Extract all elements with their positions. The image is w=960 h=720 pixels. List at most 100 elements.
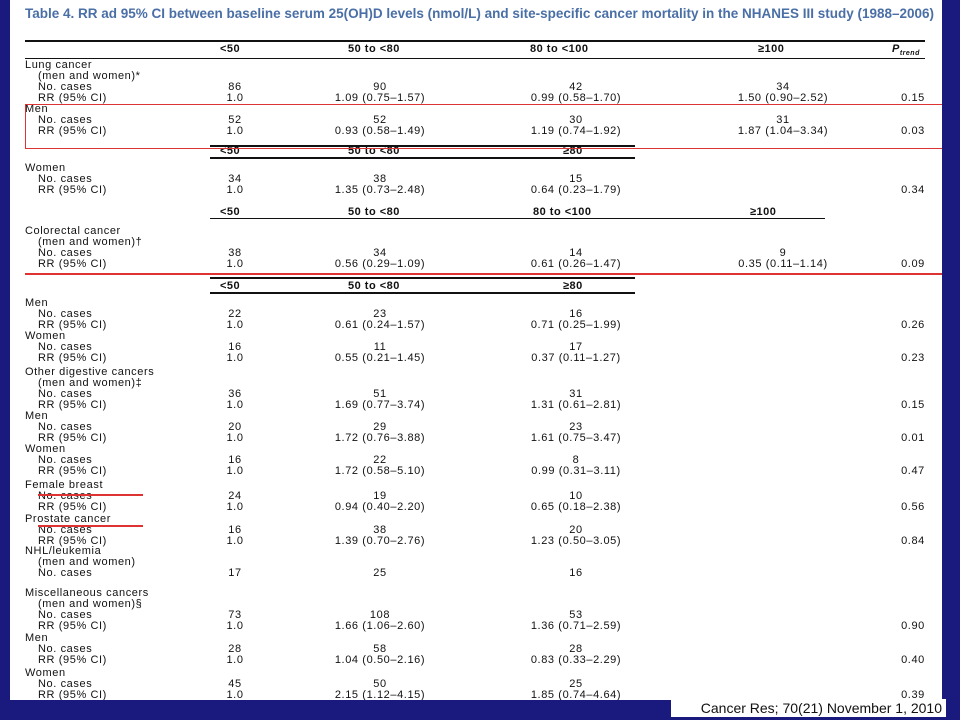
table-title: Table 4. RR ad 95% CI between baseline s… [25,6,935,21]
table-cell: 28 [569,643,583,655]
table-cell: 16 [228,454,242,466]
row-label: No. cases [38,114,93,126]
table-cell: 1.0 [226,319,244,331]
table-cell: 19 [373,490,387,502]
row-label: Men [25,410,49,422]
col-header-ptrend: Ptrend [892,43,920,58]
table-cell: 0.99 (0.31–3.11) [531,465,621,477]
table-page: Table 4. RR ad 95% CI between baseline s… [10,0,942,585]
p-trend-cell: 0.34 [901,184,925,196]
row-label: (men and women)* [38,70,141,82]
table-cell: 1.0 [226,654,244,666]
row-label: Women [25,162,66,174]
table-cell: 16 [569,308,583,320]
p-trend-cell: 0.56 [901,501,925,513]
table-cell: 1.0 [226,620,244,632]
table-cell: 1.61 (0.75–3.47) [530,432,622,444]
col-header-lt50: <50 [220,43,241,55]
row-label: RR (95% CI) [38,689,107,700]
header-bottom-rule [25,58,925,59]
table-cell: 24 [228,490,242,502]
table-cell: 1.66 (1.06–2.60) [334,620,426,632]
row-label: RR (95% CI) [38,432,107,444]
table-cell: 0.64 (0.23–1.79) [530,184,622,196]
table-cell: 34 [228,173,242,185]
table-cell: 29 [373,421,387,433]
table-cell: 17 [569,341,583,353]
table-cell: 0.61 (0.24–1.57) [334,319,426,331]
row-label: No. cases [38,308,93,320]
table-cell: 16 [569,567,583,579]
table-cell: 10 [569,490,583,502]
table-cell: 0.37 (0.11–1.27) [531,352,621,364]
p-trend-cell: 0.40 [901,654,925,666]
table-cell: 31 [776,114,790,126]
row-label: Colorectal cancer [25,225,121,237]
row-label: Men [25,632,49,644]
row-label: RR (95% CI) [38,465,107,477]
table-cell: 28 [228,643,242,655]
table-cell: 17 [228,567,242,579]
row-label: RR (95% CI) [38,535,107,547]
red-highlight-box [25,104,942,149]
table-cell: 20 [569,524,583,536]
table-cell: 30 [569,114,583,126]
table-cell: 38 [373,173,387,185]
table-cell: 108 [369,609,391,621]
row-label: Women [25,443,66,455]
table-cell: 0.71 (0.25–1.99) [530,319,622,331]
table-cell: 38 [373,524,387,536]
p-trend-cell: 0.09 [901,258,925,270]
row-label: (men and women)§ [38,598,143,610]
p-trend-cell: 0.23 [901,352,925,364]
row-label: Female breast [25,479,104,491]
row-label: No. cases [38,454,93,466]
p-trend-cell: 0.26 [901,319,925,331]
table-cell: 34 [776,81,790,93]
row-label: No. cases [38,567,93,579]
table-cell: 22 [373,454,387,466]
row-label: No. cases [38,643,93,655]
row-label: RR (95% CI) [38,620,107,632]
table-cell: 25 [569,678,583,690]
col-header-50-80: 50 to <80 [348,43,400,55]
table-cell: 1.0 [226,399,244,411]
row-label: RR (95% CI) [38,125,107,137]
row-label: RR (95% CI) [38,92,107,104]
row-label: Women [25,667,66,679]
row-label: Prostate cancer [25,513,112,525]
table-cell: 1.31 (0.61–2.81) [530,399,622,411]
p-trend-cell: 0.39 [901,689,925,700]
table-cell: 0.99 (0.58–1.70) [530,92,622,104]
table-cell: 1.50 (0.90–2.52) [737,92,829,104]
p-trend-cell: 0.47 [901,465,925,477]
row-label: No. cases [38,388,93,400]
p-trend-cell: 0.90 [901,620,925,632]
table-cell: 1.0 [226,501,244,513]
row-label: No. cases [38,609,93,621]
table-cell: 1.72 (0.76–3.88) [334,432,426,444]
row-label: Other digestive cancers [25,366,155,378]
table-cell: 1.0 [226,125,244,137]
table-cell: 0.93 (0.58–1.49) [334,125,426,137]
table-cell: 31 [569,388,583,400]
table-cell: 1.36 (0.71–2.59) [530,620,622,632]
table-cell: 45 [228,678,242,690]
table-cell: 8 [572,454,580,466]
row-label: No. cases [38,421,93,433]
p-trend-cell: 0.84 [901,535,925,547]
row-label: Men [25,297,49,309]
table-cell: 16 [228,341,242,353]
p-trend-cell: 0.15 [901,399,925,411]
table-cell: 1.04 (0.50–2.16) [334,654,426,666]
table-cell: 14 [569,247,583,259]
row-label: No. cases [38,678,93,690]
row-label: NHL/leukemia [25,545,102,557]
row-label: No. cases [38,81,93,93]
row-label: (men and women) [38,556,136,568]
p-trend-cell: 0.03 [901,125,925,137]
table-cell: 73 [228,609,242,621]
row-label: RR (95% CI) [38,501,107,513]
row-label: RR (95% CI) [38,319,107,331]
row-label: No. cases [38,341,93,353]
